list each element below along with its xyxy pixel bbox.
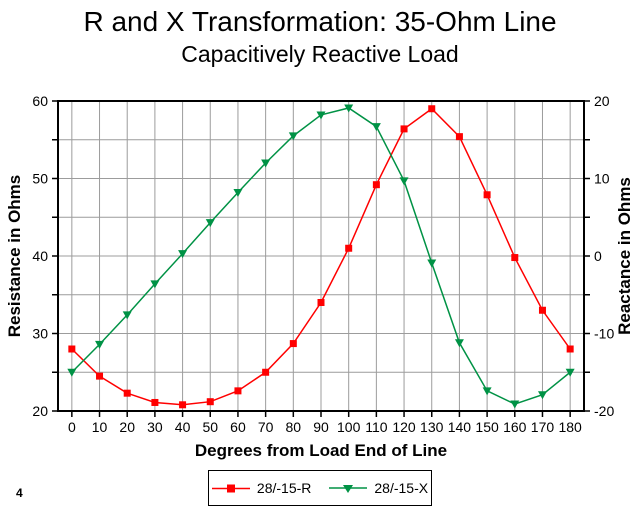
legend-square-marker-icon — [211, 484, 250, 492]
x-axis-tick-label: 50 — [202, 419, 218, 435]
right-axis-tick-label: 10 — [594, 171, 610, 187]
28-15-x-series-marker — [537, 391, 547, 400]
x-axis-tick-label: 30 — [147, 419, 163, 435]
right-axis-tick-label: -20 — [594, 403, 614, 419]
x-axis-tick-label: 150 — [475, 419, 499, 435]
x-axis-tick-label: 110 — [365, 419, 388, 435]
x-axis-title: Degrees from Load End of Line — [195, 441, 447, 460]
left-axis-tick-label: 40 — [32, 248, 48, 264]
left-axis-tick-label: 30 — [32, 326, 48, 342]
x-axis-tick-label: 70 — [258, 419, 274, 435]
left-axis-tick-label: 50 — [32, 171, 48, 187]
28-15-r-series-marker — [289, 340, 297, 348]
x-axis-tick-label: 140 — [448, 419, 472, 435]
x-axis-tick-label: 180 — [558, 419, 582, 435]
right-axis-tick-label: 20 — [594, 93, 610, 109]
28-15-r-series-marker — [96, 372, 104, 380]
left-axis-title: Resistance in Ohms — [5, 175, 24, 338]
28-15-x-series-marker — [178, 250, 188, 259]
28-15-x-series-marker — [344, 104, 354, 113]
28-15-x-series-marker — [150, 280, 160, 289]
28-15-r-series-marker — [345, 244, 353, 252]
legend-item-r: 28/-15-R — [211, 480, 312, 496]
x-axis-tick-label: 130 — [420, 419, 444, 435]
28-15-x-series-marker — [67, 368, 77, 377]
28-15-r-series-marker — [511, 254, 519, 262]
chart-title: R and X Transformation: 35-Ohm Line — [83, 6, 557, 37]
x-axis-tick-label: 90 — [313, 419, 329, 435]
28-15-r-series-marker — [483, 191, 491, 199]
28-15-r-series-marker — [179, 401, 187, 409]
x-axis-tick-label: 40 — [175, 419, 191, 435]
right-axis-tick-label: 0 — [594, 248, 602, 264]
x-axis-tick-label: 10 — [92, 419, 108, 435]
x-axis-tick-label: 80 — [286, 419, 302, 435]
legend: 28/-15-R 28/-15-X — [208, 470, 432, 506]
right-axis-title: Reactance in Ohms — [615, 177, 634, 335]
28-15-x-series-marker — [122, 311, 132, 320]
28-15-x-series-marker — [399, 177, 409, 186]
28-15-x-series-marker — [510, 400, 520, 409]
x-axis-tick-label: 170 — [531, 419, 555, 435]
x-axis-tick-label: 0 — [68, 419, 76, 435]
page-number: 4 — [16, 486, 23, 500]
28-15-x-series-marker — [95, 340, 105, 349]
legend-triangle-marker-icon — [329, 484, 368, 493]
28-15-r-series-marker — [538, 306, 546, 314]
28-15-r-series-marker — [400, 125, 408, 133]
28-15-r-series-marker — [151, 398, 159, 406]
legend-item-x: 28/-15-X — [329, 480, 428, 496]
legend-label-x: 28/-15-X — [374, 480, 429, 496]
28-15-x-series-marker — [371, 123, 381, 132]
x-axis-tick-label: 20 — [119, 419, 135, 435]
x-axis-tick-label: 100 — [337, 419, 361, 435]
28-15-r-series-marker — [234, 387, 242, 395]
28-15-x-series-marker — [454, 339, 464, 348]
28-15-r-series-marker — [428, 105, 436, 113]
left-axis-tick-label: 60 — [32, 93, 48, 109]
x-axis-tick-label: 120 — [392, 419, 416, 435]
28-15-r-series-marker — [372, 181, 380, 189]
28-15-x-series-marker — [565, 368, 575, 377]
28-15-r-series-marker — [566, 345, 574, 353]
left-axis-tick-label: 20 — [32, 403, 48, 419]
chart-subtitle: Capacitively Reactive Load — [181, 41, 459, 67]
28-15-r-series-marker — [123, 389, 131, 397]
legend-label-r: 28/-15-R — [256, 480, 312, 496]
28-15-r-series-marker — [317, 299, 325, 306]
28-15-x-series-marker — [427, 259, 437, 268]
right-axis-tick-label: -10 — [594, 326, 614, 342]
28-15-r-series-marker — [455, 133, 463, 141]
28-15-r-series-marker — [262, 368, 270, 376]
28-15-x-series-marker — [288, 132, 298, 141]
28-15-r-series-marker — [206, 398, 214, 406]
28-15-x-series-marker — [205, 219, 215, 228]
28-15-x-series-marker — [482, 387, 492, 396]
28-15-x-series-marker — [233, 188, 243, 197]
28-15-x-series-marker — [261, 159, 271, 168]
x-axis-tick-label: 60 — [230, 419, 246, 435]
x-axis-tick-label: 160 — [503, 419, 527, 435]
28-15-r-series-marker — [68, 345, 76, 353]
28-15-x-series-marker — [316, 111, 326, 120]
